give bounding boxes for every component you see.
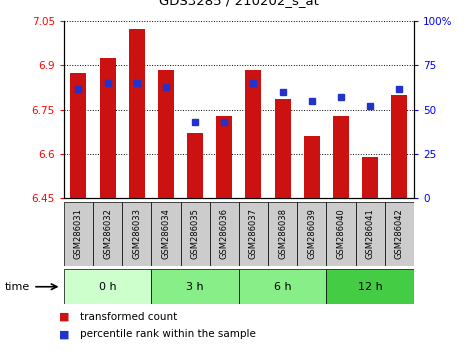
Bar: [70, 73, 87, 198]
Bar: [64, 202, 93, 266]
Text: ■: ■: [59, 329, 70, 339]
Text: 0 h: 0 h: [99, 282, 116, 292]
Text: GSM286035: GSM286035: [191, 208, 200, 259]
Text: GSM286032: GSM286032: [103, 208, 112, 259]
Text: transformed count: transformed count: [80, 312, 178, 321]
Text: GSM286040: GSM286040: [336, 208, 345, 259]
Text: GSM286038: GSM286038: [278, 208, 287, 259]
Text: GSM286034: GSM286034: [161, 208, 170, 259]
Bar: [129, 29, 145, 198]
Text: GSM286037: GSM286037: [249, 208, 258, 259]
Bar: [158, 70, 174, 198]
Bar: [187, 133, 203, 198]
Bar: [362, 157, 378, 198]
Bar: [122, 202, 151, 266]
Text: ■: ■: [59, 312, 70, 321]
Bar: [326, 202, 356, 266]
Bar: [391, 95, 407, 198]
Text: 3 h: 3 h: [186, 282, 204, 292]
Text: GSM286041: GSM286041: [366, 208, 375, 259]
Text: GSM286031: GSM286031: [74, 208, 83, 259]
Text: 12 h: 12 h: [358, 282, 383, 292]
Bar: [385, 202, 414, 266]
Bar: [326, 269, 414, 304]
Text: GSM286039: GSM286039: [307, 208, 316, 259]
Bar: [64, 269, 151, 304]
Bar: [100, 58, 115, 198]
Text: time: time: [5, 282, 30, 292]
Bar: [151, 269, 239, 304]
Bar: [151, 202, 181, 266]
Bar: [333, 116, 349, 198]
Bar: [275, 99, 290, 198]
Text: GSM286033: GSM286033: [132, 208, 141, 259]
Bar: [304, 136, 320, 198]
Text: GSM286036: GSM286036: [220, 208, 229, 259]
Bar: [268, 202, 297, 266]
Bar: [239, 269, 326, 304]
Bar: [239, 202, 268, 266]
Text: percentile rank within the sample: percentile rank within the sample: [80, 329, 256, 339]
Bar: [181, 202, 210, 266]
Bar: [216, 116, 232, 198]
Bar: [93, 202, 122, 266]
Bar: [356, 202, 385, 266]
Bar: [245, 70, 262, 198]
Bar: [210, 202, 239, 266]
Text: GSM286042: GSM286042: [395, 208, 404, 259]
Text: 6 h: 6 h: [274, 282, 291, 292]
Text: GDS3285 / 210202_s_at: GDS3285 / 210202_s_at: [159, 0, 319, 7]
Bar: [297, 202, 326, 266]
